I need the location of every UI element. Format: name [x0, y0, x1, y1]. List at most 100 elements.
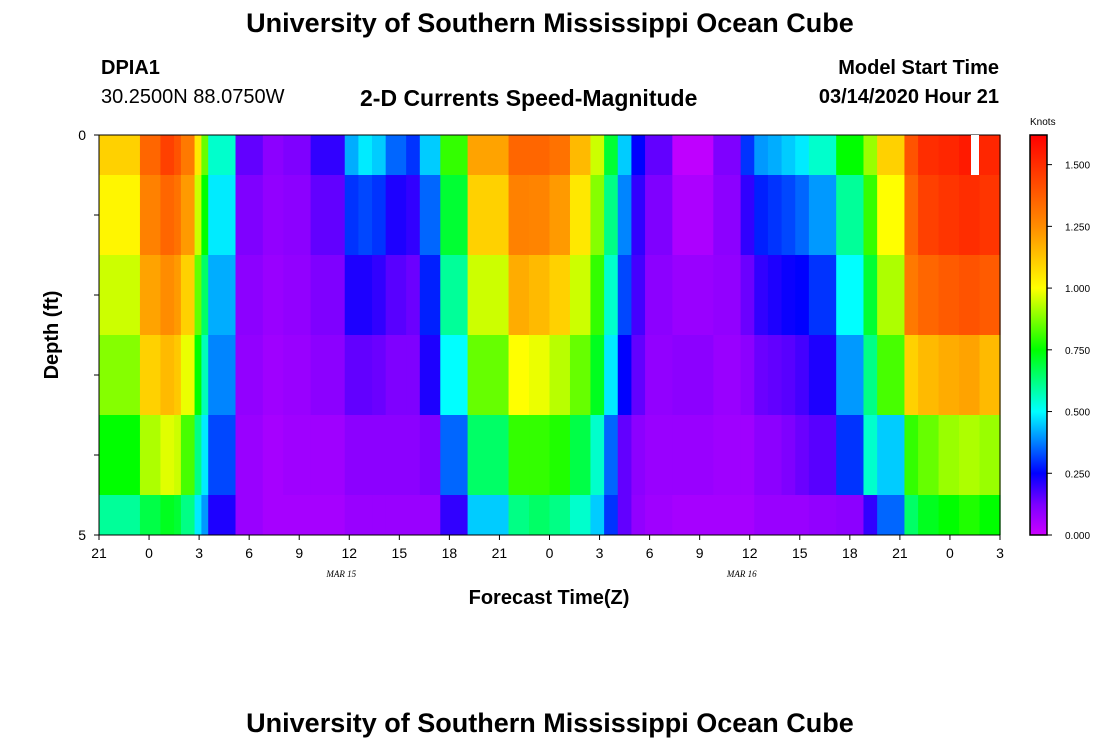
heatmap-cell: [863, 255, 878, 335]
heatmap-cell: [645, 495, 673, 535]
heatmap-cell: [529, 415, 551, 495]
x-tick-label: 15: [792, 545, 808, 561]
colorbar-strip: [1029, 134, 1048, 536]
heatmap-cell: [385, 175, 407, 255]
heatmap-cell: [372, 175, 387, 255]
heatmap-cell: [877, 495, 906, 535]
heatmap-cell: [754, 415, 769, 495]
heatmap-cell: [385, 335, 407, 415]
heatmap-cell: [795, 255, 810, 335]
station-coords: 30.2500N 88.0750W: [101, 86, 285, 108]
heatmap-cell: [836, 135, 865, 175]
heatmap-cell: [918, 255, 940, 335]
heatmap-cell: [194, 335, 202, 415]
heatmap-cell: [208, 175, 237, 255]
x-axis-title: Forecast Time(Z): [469, 587, 630, 609]
heatmap-cell: [979, 175, 1001, 255]
page-title: University of Southern Mississippi Ocean…: [246, 8, 854, 38]
heatmap-cell: [918, 335, 940, 415]
heatmap-cell: [590, 335, 605, 415]
heatmap-cell: [863, 335, 878, 415]
heatmap-cell: [194, 415, 202, 495]
heatmap-cell: [194, 135, 202, 175]
y-axis-title: Depth (ft): [41, 291, 63, 380]
heatmap-cell: [672, 135, 714, 175]
heatmap-cell: [631, 335, 646, 415]
heatmap-cell: [713, 415, 742, 495]
colorbar-tick-label: 0.750: [1065, 346, 1090, 357]
heatmap-cell: [419, 135, 441, 175]
heatmap-cell: [139, 135, 162, 175]
heatmap-cell: [419, 495, 441, 535]
heatmap-cell: [740, 135, 755, 175]
colorbar-tick-label: 1.500: [1065, 161, 1090, 172]
colorbar: Knots 1.500 1.250 1.000 0.750 0.500 0.250 0.00…: [1029, 117, 1090, 542]
heatmap-cell: [672, 495, 714, 535]
heatmap-cell: [767, 255, 783, 335]
heatmap-cell: [283, 415, 312, 495]
x-tick-label: 6: [245, 545, 253, 561]
heatmap-cell: [235, 135, 264, 175]
heatmap-cell: [139, 495, 162, 535]
heatmap-cell: [904, 495, 919, 535]
heatmap-cell: [508, 495, 530, 535]
heatmap-cell: [99, 135, 141, 175]
heatmap-cell: [406, 415, 421, 495]
heatmap-cell: [645, 135, 673, 175]
colorbar-title: Knots: [1030, 117, 1056, 128]
heatmap-cell: [617, 495, 633, 535]
heatmap-cell: [201, 135, 209, 175]
heatmap-cell: [959, 495, 981, 535]
heatmap-cell: [645, 175, 673, 255]
heatmap-cell: [959, 415, 981, 495]
heatmap-cell: [406, 335, 421, 415]
heatmap-cell: [795, 495, 810, 535]
heatmap-cell: [529, 335, 551, 415]
heatmap-cell: [808, 495, 837, 535]
heatmap-cell: [808, 335, 837, 415]
x-tick-label: 6: [646, 545, 654, 561]
heatmap-cell: [938, 415, 960, 495]
heatmap-cell: [194, 175, 202, 255]
heatmap-cell: [385, 415, 407, 495]
y-axis: 05: [78, 127, 99, 543]
heatmap-cell: [959, 255, 981, 335]
heatmap-cell: [672, 255, 714, 335]
heatmap-cell: [139, 415, 162, 495]
heatmap-cell: [877, 255, 906, 335]
heatmap-cell: [713, 135, 742, 175]
heatmap-cell: [344, 495, 359, 535]
heatmap-cell: [836, 335, 865, 415]
heatmap-cell: [795, 335, 810, 415]
heatmap-cell: [604, 415, 619, 495]
heatmap-cell: [310, 255, 346, 335]
heatmap-cell: [440, 415, 469, 495]
heatmap-cell: [549, 335, 571, 415]
heatmap-cell: [740, 175, 755, 255]
heatmap-cell: [877, 175, 906, 255]
heatmap-cell: [344, 255, 359, 335]
heatmap-cell: [740, 255, 755, 335]
heatmap-cell: [99, 255, 141, 335]
heatmap-cell: [358, 175, 373, 255]
heatmap-cell: [617, 135, 633, 175]
heatmap-cell: [604, 175, 619, 255]
heatmap-cell: [208, 255, 237, 335]
heatmap-cell: [419, 335, 441, 415]
heatmap-cell: [358, 335, 373, 415]
heatmap-cell: [358, 495, 373, 535]
heatmap-cell: [201, 255, 209, 335]
heatmap-cell: [631, 175, 646, 255]
heatmap-cell: [467, 255, 510, 335]
colorbar-tick-label: 0.000: [1065, 531, 1090, 542]
heatmap-cell: [310, 495, 346, 535]
x-date-label: MAR 15: [325, 569, 356, 579]
heatmap-cell: [419, 175, 441, 255]
heatmap-cell: [767, 135, 783, 175]
heatmap-cell: [904, 255, 919, 335]
heatmap-cell: [904, 415, 919, 495]
heatmap-cell: [235, 335, 264, 415]
heatmap-cell: [713, 255, 742, 335]
heatmap-cell: [467, 335, 510, 415]
